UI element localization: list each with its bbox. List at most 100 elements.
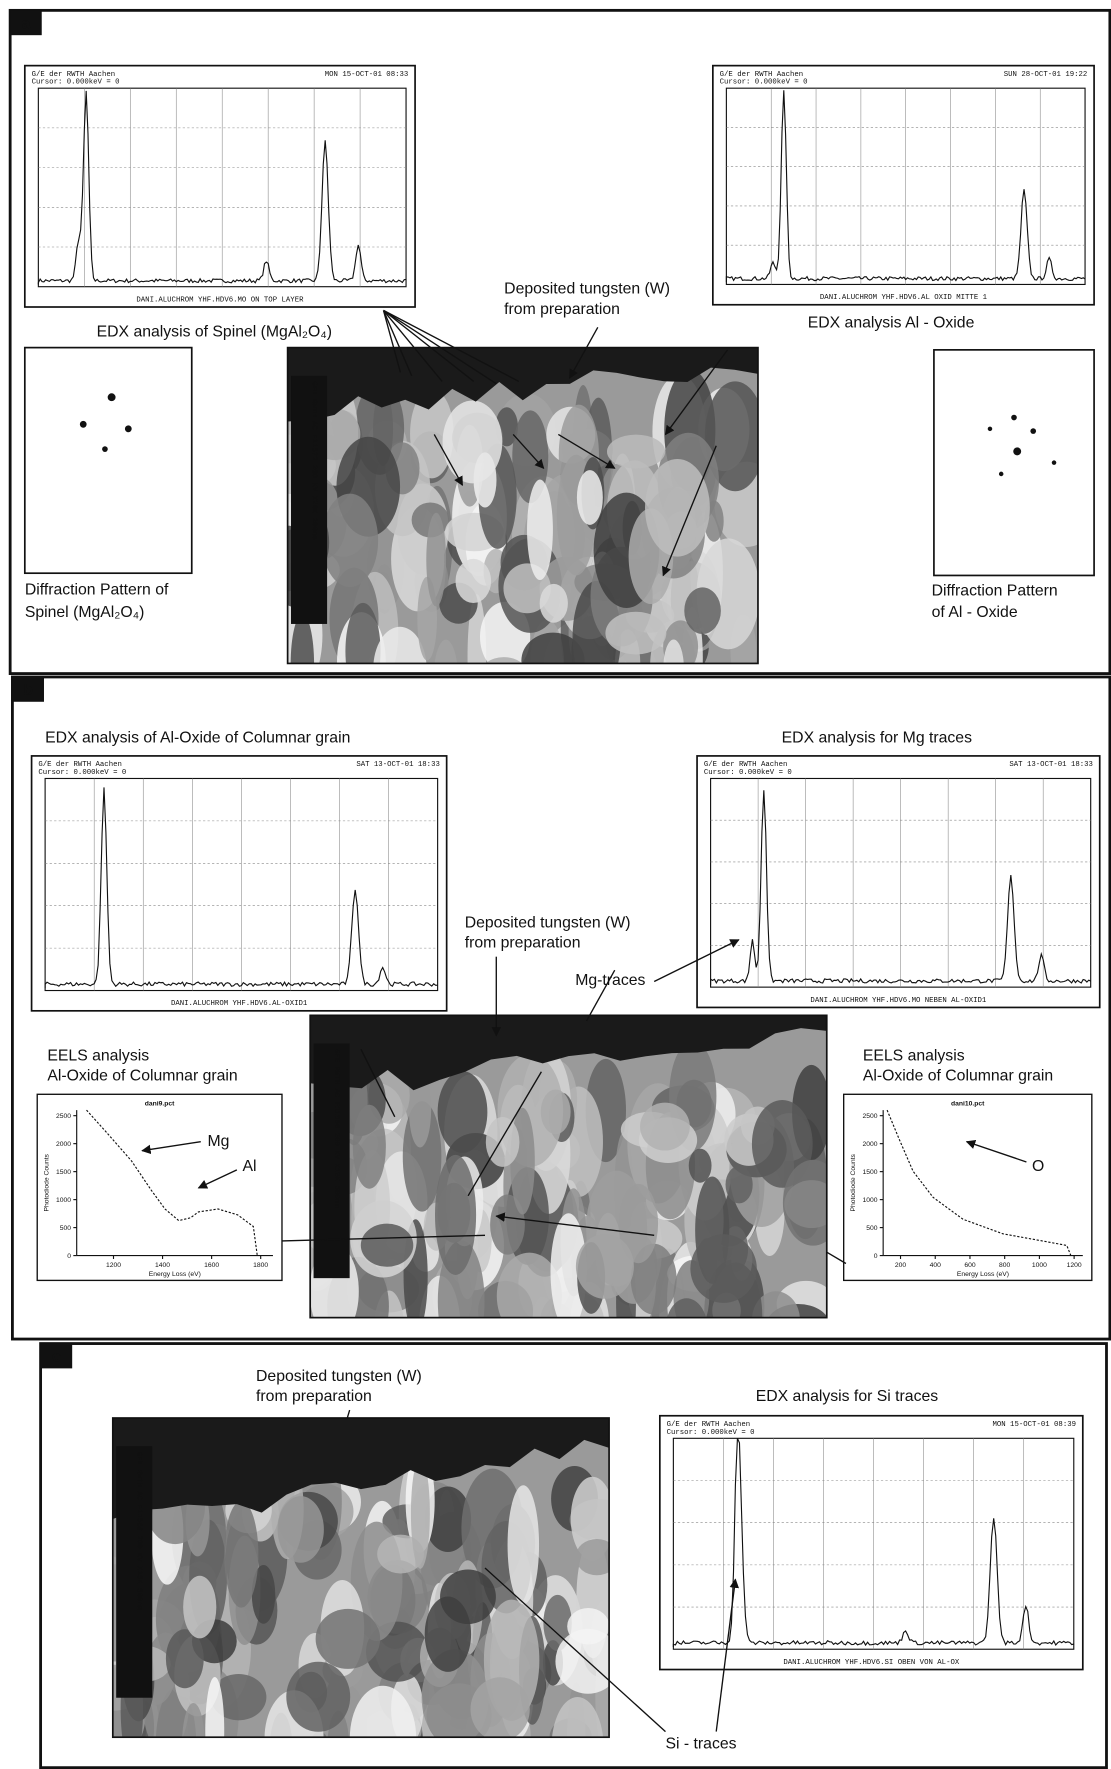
diffraction-spot xyxy=(1052,460,1057,465)
grain xyxy=(726,1166,753,1203)
x-tick-label: 1200 xyxy=(106,1262,121,1269)
diffraction-frame xyxy=(25,348,192,574)
grain xyxy=(426,513,446,607)
diffraction-frame xyxy=(934,350,1094,576)
spectrum-footer: DANI.ALUCHROM YHF.HDV6.MO ON TOP LAYER xyxy=(136,296,304,304)
caption: Deposited tungsten (W) xyxy=(256,1368,422,1385)
caption: of Al - Oxide xyxy=(932,604,1018,621)
panel-letter: c xyxy=(52,1349,61,1366)
y-tick-label: 1000 xyxy=(56,1197,71,1204)
spectrum-cursor: Cursor: 0.000keV = 0 xyxy=(667,1429,755,1437)
eels-frame xyxy=(844,1094,1092,1280)
grain xyxy=(577,470,603,525)
grain xyxy=(322,494,378,588)
grain xyxy=(456,559,492,603)
y-tick-label: 2000 xyxy=(56,1141,71,1148)
diffraction-spot xyxy=(1013,447,1021,455)
caption: Diffraction Pattern xyxy=(932,583,1058,600)
figure: abcG/E der RWTH AachenCursor: 0.000keV =… xyxy=(0,0,1111,1769)
y-tick-label: 2000 xyxy=(862,1141,877,1148)
spectrum-cursor: Cursor: 0.000keV = 0 xyxy=(32,79,120,87)
x-axis-label: Energy Loss (eV) xyxy=(149,1271,201,1278)
diffraction-spot xyxy=(108,393,116,401)
spectrum-date: SAT 13-OCT-01 18:33 xyxy=(356,761,440,769)
spectrum-header: G/E der RWTH Aachen xyxy=(38,761,122,769)
y-tick-label: 2500 xyxy=(56,1113,71,1120)
eels-frame xyxy=(37,1094,282,1280)
grain xyxy=(690,1234,756,1303)
x-tick-label: 1200 xyxy=(1067,1262,1082,1269)
spectrum-cursor: Cursor: 0.000keV = 0 xyxy=(38,769,126,777)
caption: EDX analysis Al - Oxide xyxy=(808,314,975,331)
grain xyxy=(605,612,666,655)
spectrum-frame xyxy=(25,66,415,307)
micrograph-label: GFE RWTH AC F11566 200 KV X15K 500nm xyxy=(332,1049,340,1208)
spectrum-header: G/E der RWTH Aachen xyxy=(704,761,788,769)
y-tick-label: 1000 xyxy=(862,1197,877,1204)
annotation: Si - traces xyxy=(665,1735,736,1752)
spectrum-date: SAT 13-OCT-01 18:33 xyxy=(1009,761,1093,769)
grain xyxy=(689,1149,712,1183)
grain xyxy=(440,1569,496,1624)
caption: Diffraction Pattern of xyxy=(25,582,169,599)
caption: EDX analysis of Spinel (MgAl₂O₄) xyxy=(97,323,332,340)
panel-letter: b xyxy=(23,682,33,699)
spectrum-date: MON 15-OCT-01 08:39 xyxy=(992,1421,1076,1429)
spectrum-header: G/E der RWTH Aachen xyxy=(32,71,116,79)
diffraction-spot xyxy=(1030,428,1036,434)
caption: from preparation xyxy=(256,1388,372,1405)
annotation: Mg-traces xyxy=(575,972,645,989)
eels-title: dani10.pct xyxy=(951,1101,985,1108)
grain xyxy=(663,640,684,698)
y-tick-label: 0 xyxy=(874,1253,878,1260)
grain xyxy=(435,1155,476,1275)
grain xyxy=(541,1089,571,1134)
grain xyxy=(540,584,568,623)
x-tick-label: 1600 xyxy=(204,1262,219,1269)
grain xyxy=(576,1539,619,1575)
y-tick-label: 2500 xyxy=(862,1113,877,1120)
grain xyxy=(438,1071,488,1153)
grain xyxy=(278,1496,324,1563)
grain xyxy=(224,1501,258,1608)
grain xyxy=(470,1677,529,1741)
spectrum-footer: DANI.ALUCHROM YHF.HDV6.MO NEBEN AL-OXID1 xyxy=(810,997,987,1005)
y-tick-label: 500 xyxy=(60,1225,72,1232)
x-tick-label: 800 xyxy=(999,1262,1011,1269)
grain xyxy=(361,1224,413,1267)
x-axis-label: Energy Loss (eV) xyxy=(957,1271,1009,1278)
micrograph xyxy=(278,1015,843,1387)
caption: EDX analysis for Mg traces xyxy=(782,729,972,746)
caption: from preparation xyxy=(504,301,620,318)
grain xyxy=(443,400,503,483)
grain xyxy=(527,480,553,581)
caption: Al-Oxide of Columnar grain xyxy=(47,1068,237,1085)
caption: from preparation xyxy=(465,935,581,952)
grain xyxy=(316,1609,381,1669)
spectrum-footer: DANI.ALUCHROM YHF.HDV6.AL-OXID1 xyxy=(171,1000,308,1008)
caption: EDX analysis for Si traces xyxy=(756,1388,939,1405)
spectrum-date: SUN 28-OCT-01 19:22 xyxy=(1004,71,1088,79)
y-tick-label: 1500 xyxy=(56,1169,71,1176)
y-axis-label: Photodiode Counts xyxy=(850,1154,857,1212)
diffraction-spot xyxy=(988,427,993,432)
grain xyxy=(508,1485,539,1604)
grain xyxy=(567,1608,609,1645)
caption: Deposited tungsten (W) xyxy=(465,914,631,931)
y-tick-label: 1500 xyxy=(862,1169,877,1176)
spectrum-header: G/E der RWTH Aachen xyxy=(720,71,804,79)
x-tick-label: 1800 xyxy=(253,1262,268,1269)
diffraction-spot xyxy=(1011,415,1017,421)
y-tick-label: 0 xyxy=(67,1253,71,1260)
diffraction-spot xyxy=(102,446,108,452)
micrograph-label: GFE RWTH AC F11572 200 KV X20K 200nm xyxy=(309,381,317,540)
x-tick-label: 400 xyxy=(930,1262,942,1269)
spectrum-footer: DANI.ALUCHROM YHF.HDV6.SI OBEN VON AL-OX xyxy=(783,1659,960,1667)
caption: EELS analysis xyxy=(863,1047,965,1064)
x-tick-label: 1400 xyxy=(155,1262,170,1269)
caption: EDX analysis of Al-Oxide of Columnar gra… xyxy=(45,729,350,746)
grain xyxy=(486,1117,520,1167)
x-tick-label: 1000 xyxy=(1032,1262,1047,1269)
grain xyxy=(640,1103,690,1151)
y-axis-label: Photodiode Counts xyxy=(44,1154,51,1212)
